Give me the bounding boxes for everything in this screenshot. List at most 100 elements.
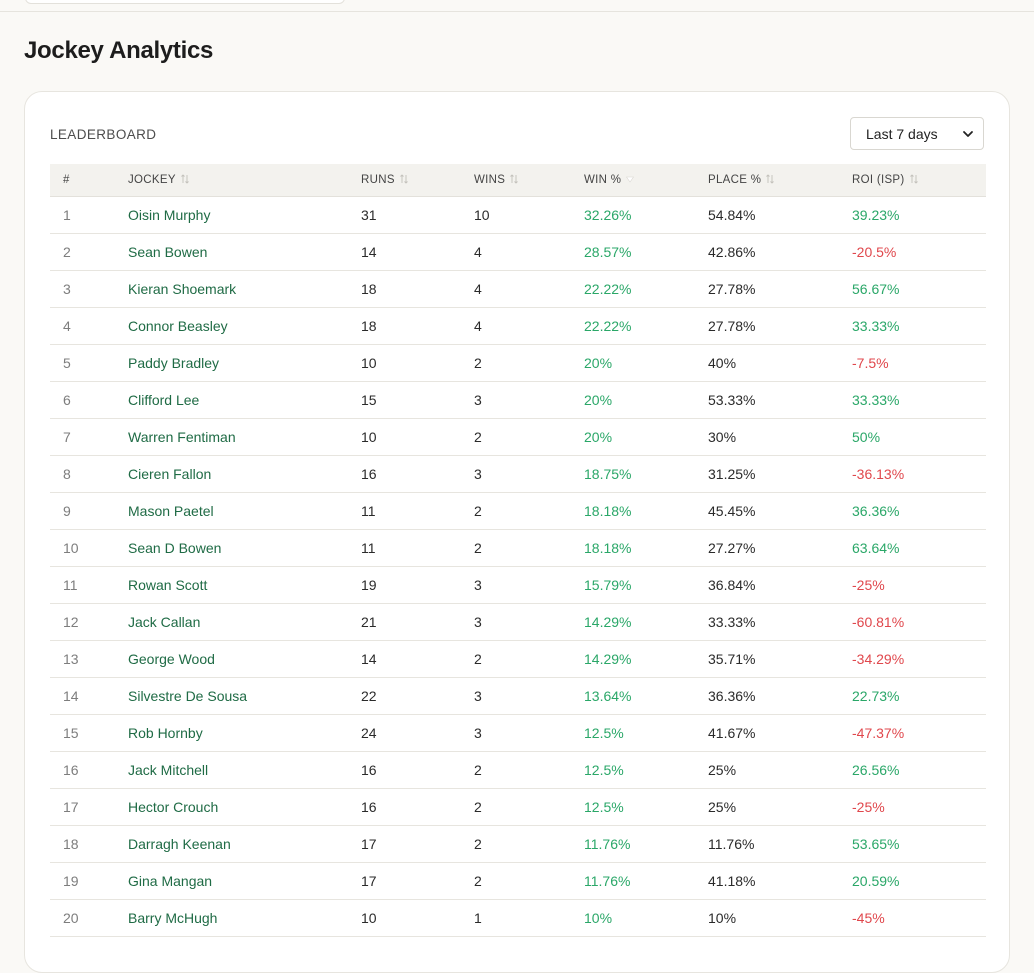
cell-wins: 1 xyxy=(474,899,584,937)
cell-jockey-link[interactable]: Sean D Bowen xyxy=(128,529,361,567)
table-row[interactable]: 19 Gina Mangan 17 2 11.76% 41.18% 20.59% xyxy=(50,862,986,900)
cell-jockey-link[interactable]: Kieran Shoemark xyxy=(128,270,361,308)
cell-rank: 19 xyxy=(50,862,128,900)
cell-jockey-link[interactable]: Cieren Fallon xyxy=(128,455,361,493)
cell-runs: 24 xyxy=(361,714,474,752)
cell-jockey-link[interactable]: Silvestre De Sousa xyxy=(128,677,361,715)
cell-rank: 12 xyxy=(50,603,128,641)
cell-roi: -20.5% xyxy=(852,233,986,271)
cell-jockey-link[interactable]: Mason Paetel xyxy=(128,492,361,530)
cell-place-pct: 35.71% xyxy=(708,640,852,678)
cell-rank: 3 xyxy=(50,270,128,308)
table-row[interactable]: 15 Rob Hornby 24 3 12.5% 41.67% -47.37% xyxy=(50,714,986,752)
table-row[interactable]: 9 Mason Paetel 11 2 18.18% 45.45% 36.36% xyxy=(50,492,986,530)
leaderboard-rows: 1 Oisin Murphy 31 10 32.26% 54.84% 39.23% 2 Sean… xyxy=(50,196,986,937)
table-row[interactable]: 7 Warren Fentiman 10 2 20% 30% 50% xyxy=(50,418,986,456)
cell-jockey-link[interactable]: Rowan Scott xyxy=(128,566,361,604)
table-row[interactable]: 4 Connor Beasley 18 4 22.22% 27.78% 33.33% xyxy=(50,307,986,345)
table-row[interactable]: 3 Kieran Shoemark 18 4 22.22% 27.78% 56.67% xyxy=(50,270,986,308)
cell-place-pct: 45.45% xyxy=(708,492,852,530)
table-row[interactable]: 17 Hector Crouch 16 2 12.5% 25% -25% xyxy=(50,788,986,826)
cell-win-pct: 20% xyxy=(584,381,708,419)
table-row[interactable]: 13 George Wood 14 2 14.29% 35.71% -34.29% xyxy=(50,640,986,678)
cell-jockey-link[interactable]: Hector Crouch xyxy=(128,788,361,826)
cell-jockey-link[interactable]: Warren Fentiman xyxy=(128,418,361,456)
cell-place-pct: 27.78% xyxy=(708,270,852,308)
table-row[interactable]: 11 Rowan Scott 19 3 15.79% 36.84% -25% xyxy=(50,566,986,604)
cell-jockey-link[interactable]: Jack Mitchell xyxy=(128,751,361,789)
cell-jockey-link[interactable]: Clifford Lee xyxy=(128,381,361,419)
sort-icon xyxy=(766,174,775,184)
cell-jockey-link[interactable]: Darragh Keenan xyxy=(128,825,361,863)
cell-wins: 3 xyxy=(474,455,584,493)
cell-rank: 16 xyxy=(50,751,128,789)
sort-icon xyxy=(909,174,918,184)
cell-win-pct: 15.79% xyxy=(584,566,708,604)
cell-rank: 8 xyxy=(50,455,128,493)
cell-roi: 50% xyxy=(852,418,986,456)
cell-place-pct: 30% xyxy=(708,418,852,456)
cell-win-pct: 22.22% xyxy=(584,307,708,345)
cell-roi: -34.29% xyxy=(852,640,986,678)
table-row[interactable]: 1 Oisin Murphy 31 10 32.26% 54.84% 39.23% xyxy=(50,196,986,234)
column-header-win-pct[interactable]: WIN % xyxy=(584,164,708,197)
cell-win-pct: 18.18% xyxy=(584,492,708,530)
cell-wins: 4 xyxy=(474,270,584,308)
cell-win-pct: 12.5% xyxy=(584,788,708,826)
cell-jockey-link[interactable]: George Wood xyxy=(128,640,361,678)
table-row[interactable]: 14 Silvestre De Sousa 22 3 13.64% 36.36% 22.73… xyxy=(50,677,986,715)
cell-runs: 17 xyxy=(361,862,474,900)
cell-jockey-link[interactable]: Paddy Bradley xyxy=(128,344,361,382)
cell-rank: 1 xyxy=(50,196,128,234)
table-row[interactable]: 6 Clifford Lee 15 3 20% 53.33% 33.33% xyxy=(50,381,986,419)
column-header-rank: # xyxy=(50,164,128,197)
cell-jockey-link[interactable]: Jack Callan xyxy=(128,603,361,641)
cell-runs: 31 xyxy=(361,196,474,234)
cell-win-pct: 14.29% xyxy=(584,640,708,678)
cell-jockey-link[interactable]: Gina Mangan xyxy=(128,862,361,900)
column-header-wins[interactable]: WINS xyxy=(474,164,584,197)
cell-win-pct: 22.22% xyxy=(584,270,708,308)
cell-win-pct: 12.5% xyxy=(584,714,708,752)
cell-wins: 2 xyxy=(474,492,584,530)
period-select[interactable]: Last 7 days xyxy=(850,117,984,150)
table-row[interactable]: 5 Paddy Bradley 10 2 20% 40% -7.5% xyxy=(50,344,986,382)
cell-jockey-link[interactable]: Connor Beasley xyxy=(128,307,361,345)
table-row[interactable]: 10 Sean D Bowen 11 2 18.18% 27.27% 63.64% xyxy=(50,529,986,567)
column-header-jockey[interactable]: JOCKEY xyxy=(128,164,361,197)
search-input[interactable] xyxy=(25,0,345,4)
cell-jockey-link[interactable]: Oisin Murphy xyxy=(128,196,361,234)
cell-win-pct: 32.26% xyxy=(584,196,708,234)
table-row[interactable]: 16 Jack Mitchell 16 2 12.5% 25% 26.56% xyxy=(50,751,986,789)
column-header-place-pct[interactable]: PLACE % xyxy=(708,164,852,197)
column-header-runs[interactable]: RUNS xyxy=(361,164,474,197)
sort-icon xyxy=(180,174,189,184)
cell-rank: 11 xyxy=(50,566,128,604)
cell-wins: 2 xyxy=(474,751,584,789)
column-header-roi[interactable]: ROI (ISP) xyxy=(852,164,986,197)
leaderboard-table: # JOCKEY RUNS WINS WIN % PLACE % ROI (IS… xyxy=(50,164,986,937)
cell-jockey-link[interactable]: Sean Bowen xyxy=(128,233,361,271)
cell-runs: 16 xyxy=(361,455,474,493)
cell-win-pct: 20% xyxy=(584,418,708,456)
cell-roi: 33.33% xyxy=(852,381,986,419)
cell-runs: 18 xyxy=(361,307,474,345)
table-row[interactable]: 12 Jack Callan 21 3 14.29% 33.33% -60.81% xyxy=(50,603,986,641)
cell-wins: 2 xyxy=(474,862,584,900)
cell-win-pct: 11.76% xyxy=(584,825,708,863)
cell-runs: 14 xyxy=(361,233,474,271)
table-row[interactable]: 20 Barry McHugh 10 1 10% 10% -45% xyxy=(50,899,986,937)
cell-rank: 6 xyxy=(50,381,128,419)
cell-runs: 19 xyxy=(361,566,474,604)
cell-wins: 2 xyxy=(474,418,584,456)
cell-jockey-link[interactable]: Rob Hornby xyxy=(128,714,361,752)
table-row[interactable]: 8 Cieren Fallon 16 3 18.75% 31.25% -36.13% xyxy=(50,455,986,493)
cell-runs: 17 xyxy=(361,825,474,863)
cell-wins: 2 xyxy=(474,640,584,678)
cell-jockey-link[interactable]: Barry McHugh xyxy=(128,899,361,937)
table-row[interactable]: 18 Darragh Keenan 17 2 11.76% 11.76% 53.65% xyxy=(50,825,986,863)
cell-runs: 11 xyxy=(361,529,474,567)
cell-wins: 3 xyxy=(474,566,584,604)
table-row[interactable]: 2 Sean Bowen 14 4 28.57% 42.86% -20.5% xyxy=(50,233,986,271)
cell-win-pct: 12.5% xyxy=(584,751,708,789)
